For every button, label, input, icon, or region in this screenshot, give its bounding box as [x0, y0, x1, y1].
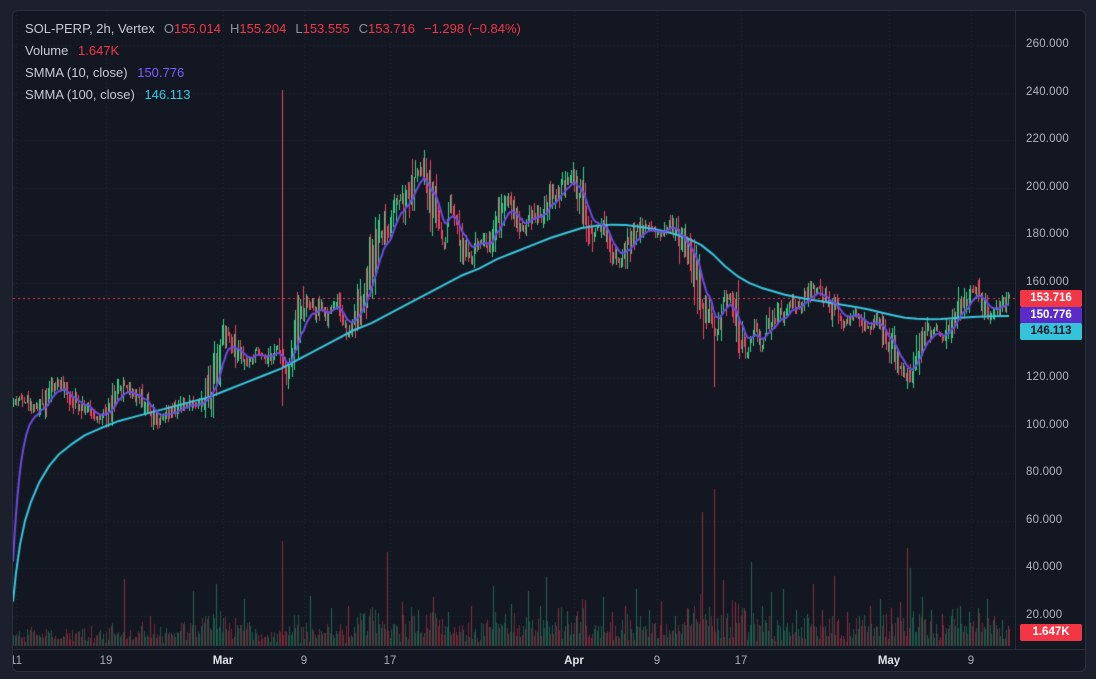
change-value: −1.298 (−0.84%) — [423, 21, 521, 36]
time-tick-label: 9 — [967, 655, 975, 667]
volume-value: 1.647K — [78, 43, 120, 58]
price-tick-label: 220.000 — [1026, 133, 1069, 146]
legend-smma10-row[interactable]: SMMA (10, close) 150.776 — [25, 62, 521, 84]
smma100-value: 146.113 — [144, 87, 191, 102]
price-axis[interactable]: 260.000 240.000 220.000 200.000 180.000 160.0… — [1015, 11, 1085, 649]
time-tick-label: Apr — [564, 655, 584, 667]
price-tick-label: 20.000 — [1026, 609, 1063, 621]
time-tick-label: 17 — [383, 655, 397, 667]
time-tick-label: Mar — [212, 655, 234, 667]
time-tick-label: 17 — [734, 655, 748, 667]
price-tick-label: 80.000 — [1026, 466, 1063, 479]
price-axis-badge: 146.113 — [1020, 323, 1082, 340]
price-tick-label: 60.000 — [1026, 513, 1063, 526]
price-tick-label: 200.000 — [1026, 180, 1069, 193]
chart-frame: SOL-PERP, 2h, Vertex O155.014 H155.204 L153… — [12, 10, 1086, 672]
ohlc-values: O155.014 H155.204 L153.555 C153.716 — [155, 21, 415, 36]
time-tick-label: May — [877, 655, 901, 667]
chart-legend: SOL-PERP, 2h, Vertex O155.014 H155.204 L153… — [25, 18, 521, 106]
candlestick-chart-canvas[interactable] — [13, 11, 1015, 649]
smma100-label: SMMA (100, close) — [25, 87, 135, 102]
ohlc-token: L153.555 — [295, 21, 350, 36]
price-tick-label: 160.000 — [1026, 275, 1069, 288]
ohlc-token: O155.014 — [163, 21, 221, 36]
price-axis-badge: 150.776 — [1020, 307, 1082, 324]
ohlc-token: C153.716 — [358, 21, 415, 36]
price-tick-label: 240.000 — [1026, 85, 1069, 98]
volume-label: Volume — [25, 43, 69, 58]
symbol-title: SOL-PERP, 2h, Vertex — [25, 21, 155, 36]
price-tick-label: 180.000 — [1026, 228, 1069, 241]
price-tick-label: 120.000 — [1026, 371, 1069, 384]
ohlc-token: H155.204 — [229, 21, 287, 36]
smma10-label: SMMA (10, close) — [25, 65, 128, 80]
price-tick-label: 260.000 — [1026, 38, 1069, 50]
time-tick-label: 11 — [13, 655, 22, 667]
price-tick-label: 40.000 — [1026, 561, 1063, 574]
smma10-value: 150.776 — [137, 65, 185, 80]
legend-symbol-row[interactable]: SOL-PERP, 2h, Vertex O155.014 H155.204 L153… — [25, 18, 521, 40]
price-axis-badge: 153.716 — [1020, 290, 1082, 307]
price-axis-badge: 1.647K — [1020, 624, 1082, 641]
time-axis[interactable]: 11 19 Mar 9 17 Apr 9 17 May 9 — [13, 649, 1085, 671]
time-tick-label: 19 — [99, 655, 113, 667]
legend-smma100-row[interactable]: SMMA (100, close) 146.113 — [25, 84, 521, 106]
legend-volume-row[interactable]: Volume 1.647K — [25, 40, 521, 62]
time-tick-label: 9 — [653, 655, 661, 667]
price-tick-label: 100.000 — [1026, 418, 1069, 431]
time-tick-label: 9 — [300, 655, 308, 667]
